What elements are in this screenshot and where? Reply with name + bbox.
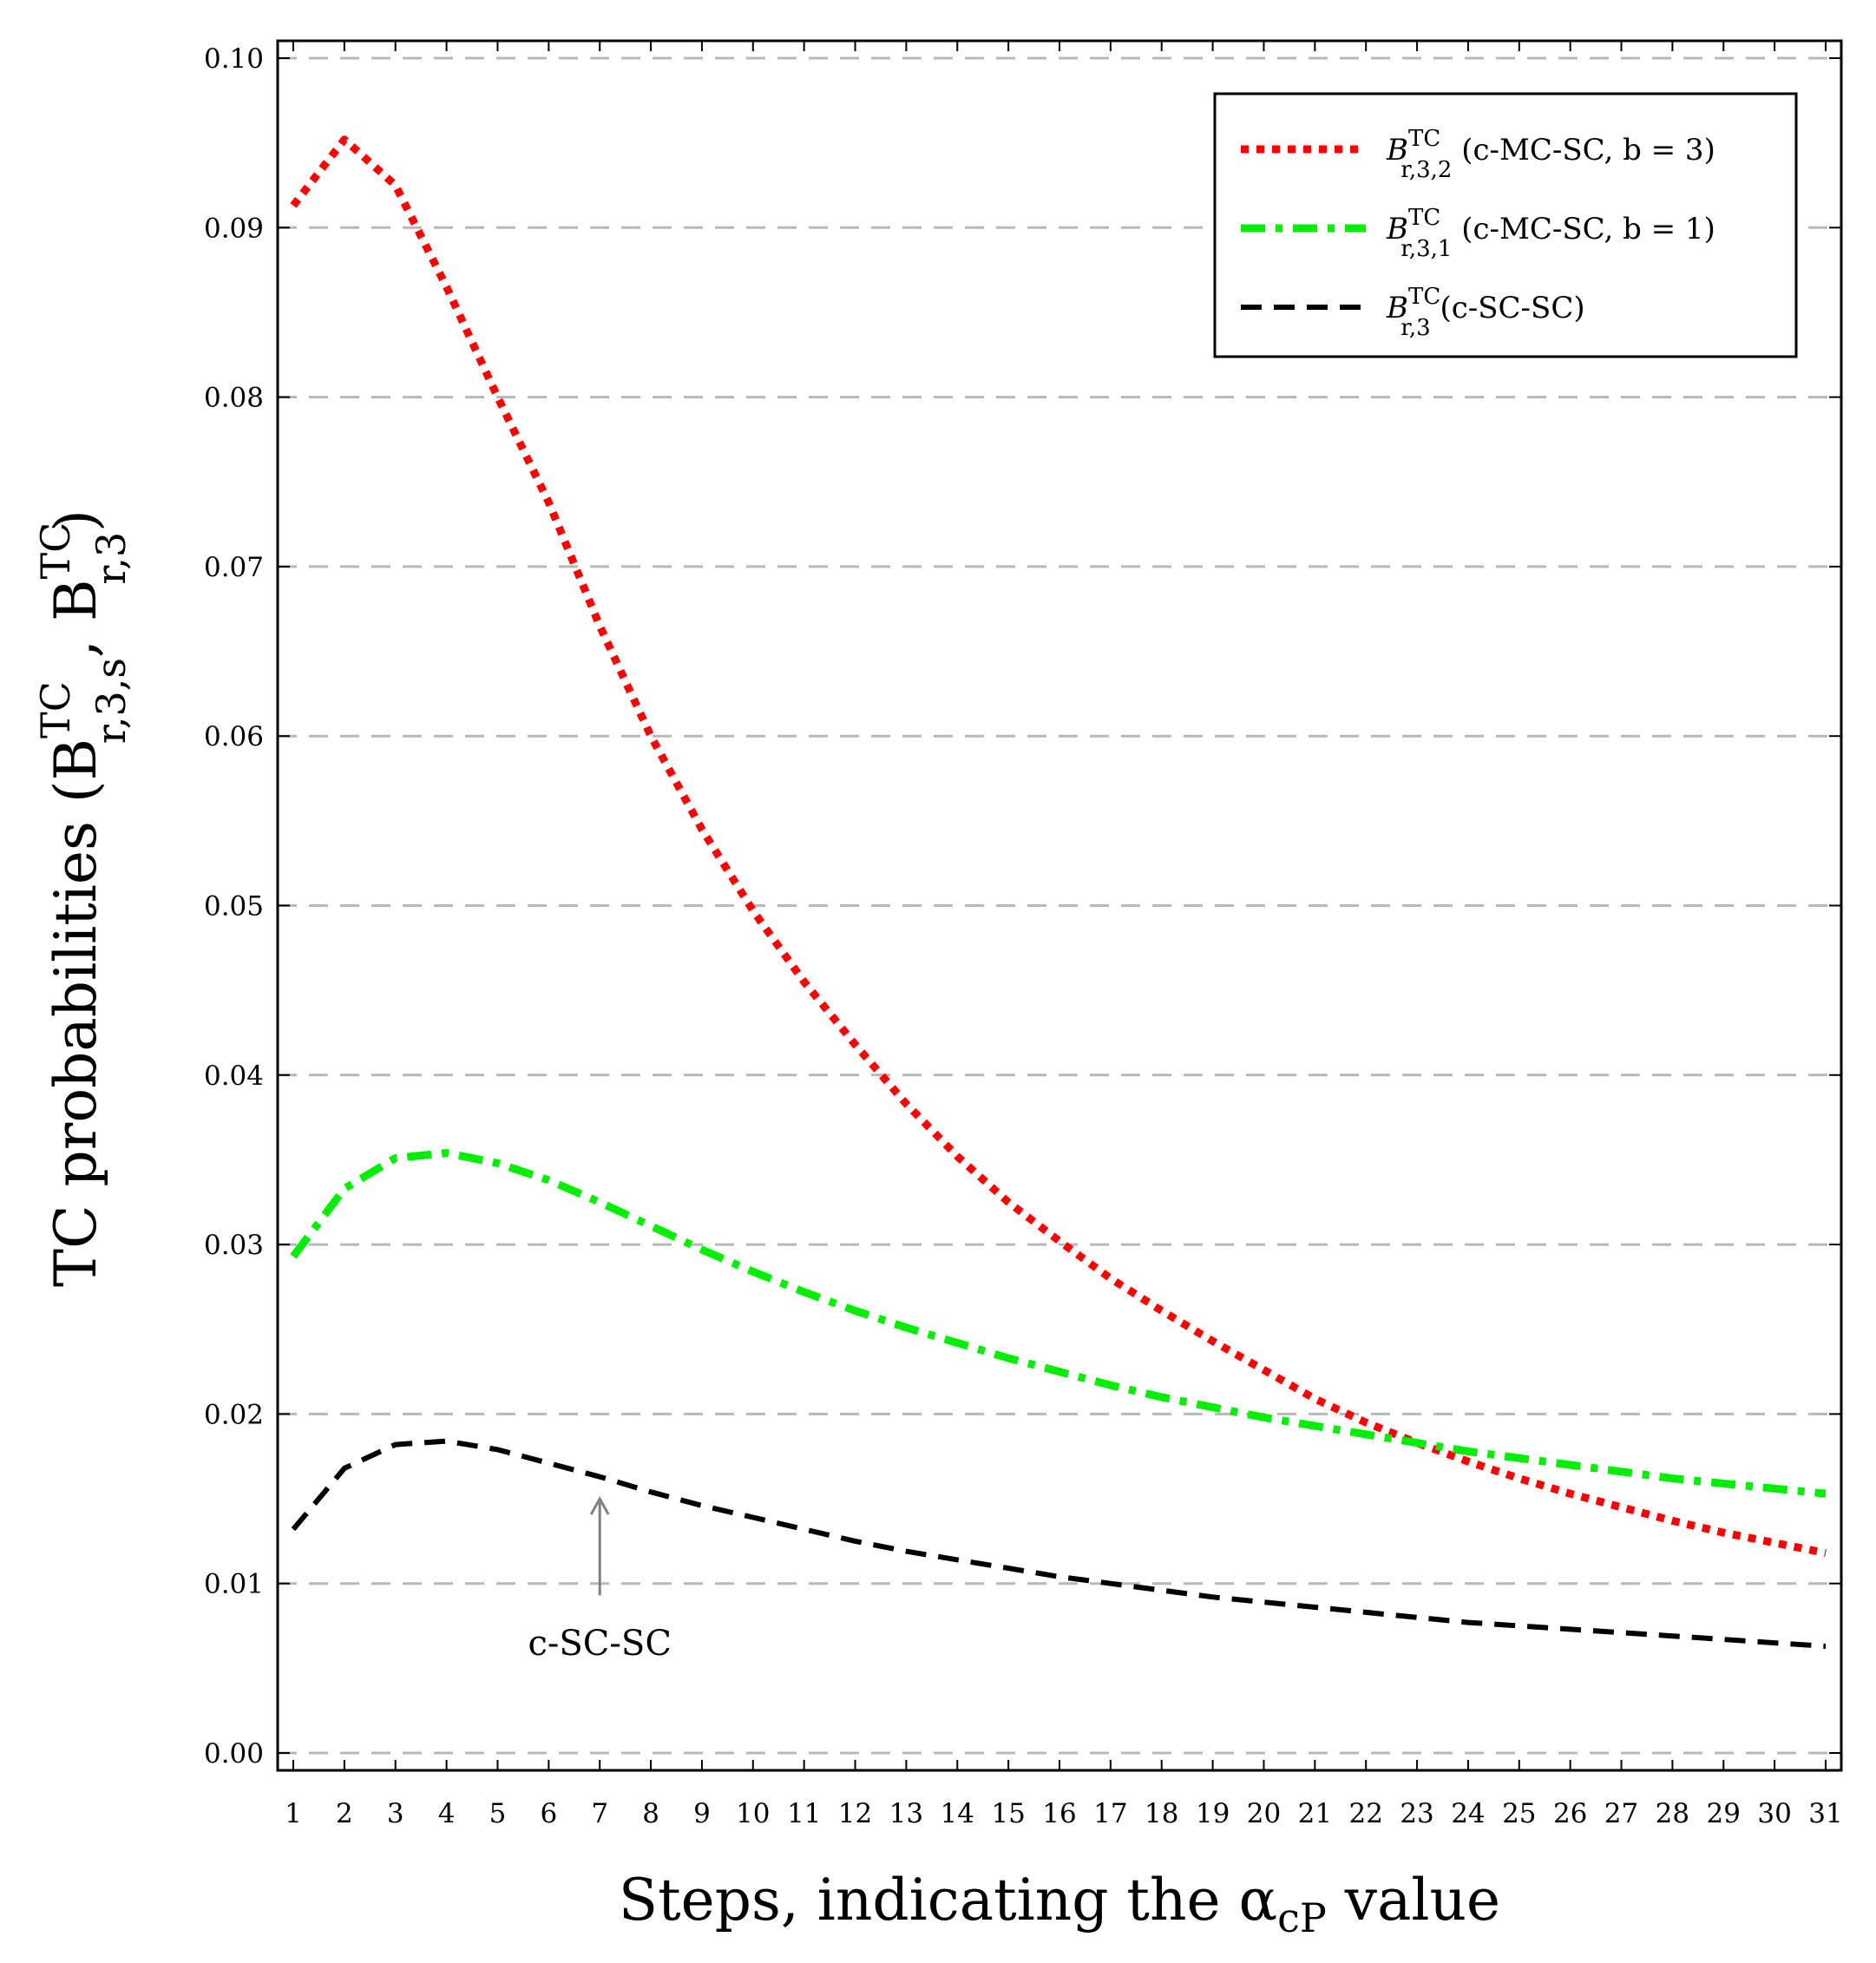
- plot-frame: [276, 39, 1843, 1772]
- x-tick-label: 4: [438, 1798, 456, 1829]
- x-tick-label: 24: [1451, 1798, 1485, 1829]
- legend-label-3: BTC r,3 (c-SC-SC): [1386, 284, 1585, 341]
- x-tick-label: 7: [591, 1798, 608, 1829]
- x-tick-label: 12: [838, 1798, 872, 1829]
- x-tick-labels: 1 2 3 4 5 6 7 8 9 10 11 12 13 14 15 16 17 18 19 20 21 22 23 24 2…: [285, 1798, 1843, 1829]
- tick-marks: [278, 41, 1841, 1770]
- x-tick-label: 28: [1656, 1798, 1689, 1829]
- series-line-2: [290, 1149, 1827, 1498]
- x-tick-label: 31: [1808, 1798, 1842, 1829]
- x-tick-label: 29: [1707, 1798, 1741, 1829]
- x-tick-label: 19: [1196, 1798, 1230, 1829]
- x-tick-label: 6: [540, 1798, 557, 1829]
- y-axis-title: TC probabilities (BTC r,3,s, BTC r,3): [32, 509, 134, 1287]
- x-tick-label: 27: [1604, 1798, 1638, 1829]
- x-tick-label: 9: [693, 1798, 711, 1829]
- legend-label-1: BTC r,3,2 (c-MC-SC, b = 3): [1386, 126, 1715, 183]
- x-tick-label: 18: [1145, 1798, 1178, 1829]
- x-tick-label: 20: [1247, 1798, 1281, 1829]
- y-tick-label: 0.07: [204, 552, 264, 583]
- annotation-group: c-SC-SC: [528, 1495, 672, 1664]
- x-tick-label: 11: [787, 1798, 821, 1829]
- x-tick-label: 21: [1298, 1798, 1332, 1829]
- series-line-3: [291, 1438, 1827, 1649]
- x-tick-label: 23: [1400, 1798, 1433, 1829]
- legend-label-2: BTC r,3,1 (c-MC-SC, b = 1): [1386, 205, 1715, 262]
- x-tick-label: 26: [1553, 1798, 1587, 1829]
- y-tick-label: 0.08: [204, 383, 264, 414]
- x-tick-label: 10: [736, 1798, 770, 1829]
- y-tick-label: 0.06: [204, 721, 264, 752]
- x-tick-label: 8: [642, 1798, 659, 1829]
- legend: BTC r,3,2 (c-MC-SC, b = 3) BTC r,3,1 (c-MC-…: [1213, 92, 1798, 358]
- x-tick-label: 5: [489, 1798, 507, 1829]
- y-tick-label: 0.05: [204, 891, 264, 922]
- x-tick-label: 2: [336, 1798, 353, 1829]
- x-tick-label: 17: [1093, 1798, 1127, 1829]
- annotation-label: c-SC-SC: [528, 1624, 671, 1664]
- x-tick-label: 1: [285, 1798, 302, 1829]
- x-tick-label: 25: [1502, 1798, 1536, 1829]
- x-tick-label: 15: [991, 1798, 1025, 1829]
- series-line-1: [290, 135, 1827, 1557]
- x-tick-label: 22: [1348, 1798, 1382, 1829]
- y-tick-label: 0.02: [204, 1399, 264, 1430]
- x-axis-title: Steps, indicating the αcP value: [619, 1867, 1500, 1941]
- grid-lines: [278, 56, 1841, 1755]
- annotation-arrowhead: [589, 1495, 610, 1515]
- y-tick-label: 0.09: [204, 213, 264, 244]
- x-tick-label: 3: [387, 1798, 404, 1829]
- y-tick-label: 0.03: [204, 1230, 264, 1261]
- y-tick-labels: 0.00 0.01 0.02 0.03 0.04 0.05 0.06 0.07 0.08 0.09…: [204, 43, 264, 1769]
- y-tick-label: 0.00: [204, 1738, 264, 1769]
- y-tick-label: 0.01: [204, 1569, 264, 1600]
- y-tick-label: 0.04: [204, 1060, 264, 1092]
- y-tick-label: 0.10: [204, 43, 264, 75]
- x-tick-label: 30: [1757, 1798, 1791, 1829]
- x-tick-label: 13: [889, 1798, 923, 1829]
- x-tick-label: 16: [1042, 1798, 1076, 1829]
- series-group: [290, 135, 1827, 1649]
- x-tick-label: 14: [941, 1798, 974, 1829]
